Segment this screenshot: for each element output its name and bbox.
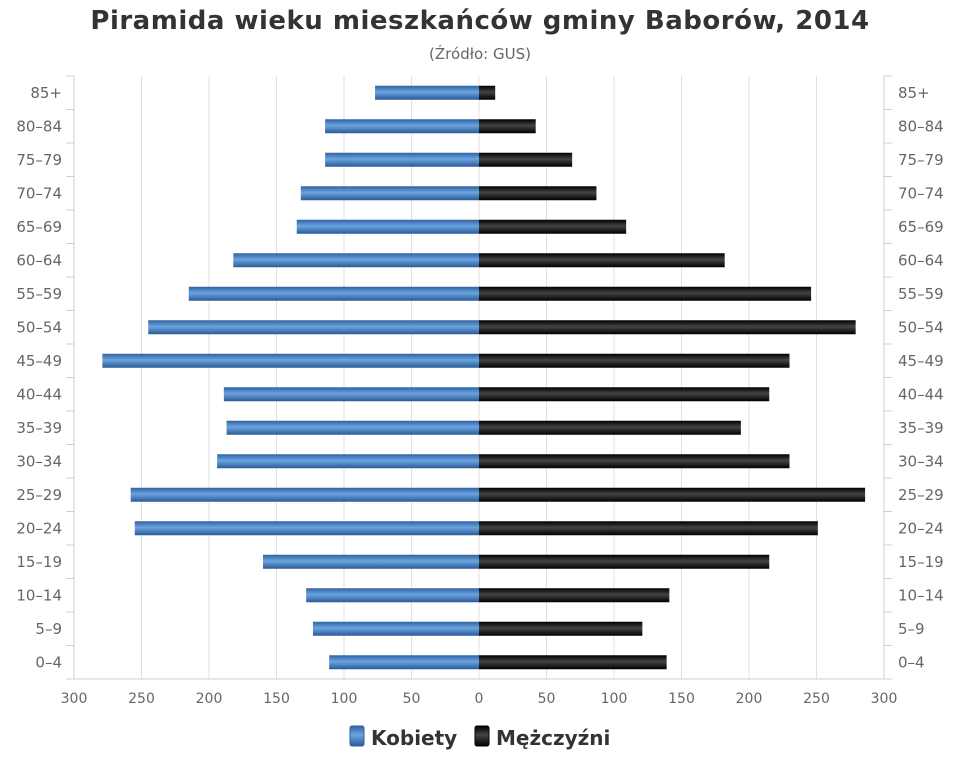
y-tick-label-right: 5–9 — [898, 620, 925, 638]
y-tick-label-right: 45–49 — [898, 352, 944, 370]
bar-kobiety-0–4 — [329, 655, 479, 670]
y-tick-label-right: 40–44 — [898, 385, 944, 403]
y-tick-label-right: 20–24 — [898, 519, 944, 537]
y-tick-label-left: 55–59 — [16, 285, 62, 303]
x-tick-label: 150 — [668, 691, 695, 707]
y-tick-label-right: 75–79 — [898, 151, 944, 169]
y-tick-label-right: 85+ — [898, 84, 930, 102]
legend-label-1: Mężczyźni — [496, 726, 610, 750]
y-tick-label-left: 40–44 — [16, 385, 62, 403]
x-tick-label: 100 — [601, 691, 628, 707]
y-tick-label-left: 85+ — [30, 84, 62, 102]
bar-mezczyzni-10–14 — [479, 588, 670, 603]
bar-mezczyzni-50–54 — [479, 320, 856, 335]
bar-mezczyzni-60–64 — [479, 253, 725, 268]
bar-kobiety-65–69 — [296, 219, 479, 234]
bar-mezczyzni-0–4 — [479, 655, 667, 670]
x-tick-label: 300 — [61, 691, 88, 707]
x-tick-label: 0 — [475, 691, 484, 707]
bar-kobiety-15–19 — [263, 554, 479, 569]
y-tick-label-left: 5–9 — [35, 620, 62, 638]
y-tick-label-right: 65–69 — [898, 218, 944, 236]
x-tick-label: 250 — [128, 691, 155, 707]
bar-kobiety-55–59 — [188, 286, 479, 301]
chart-title: Piramida wieku mieszkańców gminy Baborów… — [90, 6, 870, 36]
y-tick-label-left: 65–69 — [16, 218, 62, 236]
y-tick-label-left: 45–49 — [16, 352, 62, 370]
y-tick-label-right: 15–19 — [898, 553, 944, 571]
bar-mezczyzni-25–29 — [479, 487, 866, 502]
x-tick-label: 50 — [538, 691, 556, 707]
chart-subtitle: (Źródło: GUS) — [429, 45, 531, 63]
legend-label-0: Kobiety — [371, 726, 457, 750]
bar-kobiety-35–39 — [226, 420, 479, 435]
bar-kobiety-30–34 — [217, 454, 479, 469]
bar-kobiety-10–14 — [306, 588, 479, 603]
bar-kobiety-40–44 — [223, 387, 479, 402]
y-tick-label-right: 35–39 — [898, 419, 944, 437]
bar-mezczyzni-85+ — [479, 85, 496, 100]
bar-mezczyzni-5–9 — [479, 621, 643, 636]
y-tick-label-left: 25–29 — [16, 486, 62, 504]
x-tick-label: 150 — [263, 691, 290, 707]
bar-kobiety-80–84 — [325, 119, 479, 134]
y-tick-label-right: 10–14 — [898, 586, 944, 604]
y-tick-label-left: 80–84 — [16, 117, 62, 135]
y-tick-label-left: 35–39 — [16, 419, 62, 437]
y-tick-label-left: 30–34 — [16, 452, 62, 470]
y-tick-label-left: 60–64 — [16, 251, 62, 269]
x-tick-label: 300 — [871, 691, 898, 707]
y-tick-label-left: 20–24 — [16, 519, 62, 537]
bar-mezczyzni-15–19 — [479, 554, 770, 569]
y-tick-label-left: 50–54 — [16, 318, 62, 336]
bar-mezczyzni-40–44 — [479, 387, 770, 402]
bar-mezczyzni-65–69 — [479, 219, 627, 234]
y-tick-label-left: 75–79 — [16, 151, 62, 169]
y-tick-label-left: 15–19 — [16, 553, 62, 571]
bar-kobiety-75–79 — [325, 152, 479, 167]
legend-marker-1 — [474, 725, 490, 747]
bar-mezczyzni-45–49 — [479, 353, 790, 368]
bar-kobiety-50–54 — [148, 320, 479, 335]
y-tick-label-right: 0–4 — [898, 653, 925, 671]
x-tick-label: 250 — [803, 691, 830, 707]
bar-kobiety-45–49 — [102, 353, 479, 368]
y-tick-label-left: 70–74 — [16, 184, 62, 202]
legend-marker-0 — [349, 725, 365, 747]
bar-kobiety-25–29 — [130, 487, 479, 502]
bar-kobiety-85+ — [375, 85, 479, 100]
y-tick-label-left: 0–4 — [35, 653, 62, 671]
bar-kobiety-70–74 — [300, 186, 479, 201]
y-tick-label-left: 10–14 — [16, 586, 62, 604]
y-tick-label-right: 55–59 — [898, 285, 944, 303]
bar-kobiety-60–64 — [233, 253, 479, 268]
x-tick-label: 100 — [331, 691, 358, 707]
bar-mezczyzni-20–24 — [479, 521, 818, 536]
bar-mezczyzni-80–84 — [479, 119, 536, 134]
bar-kobiety-5–9 — [312, 621, 479, 636]
x-tick-label: 50 — [403, 691, 421, 707]
y-tick-label-right: 30–34 — [898, 452, 944, 470]
bar-mezczyzni-75–79 — [479, 152, 573, 167]
x-tick-label: 200 — [196, 691, 223, 707]
y-tick-label-right: 80–84 — [898, 117, 944, 135]
bar-mezczyzni-70–74 — [479, 186, 597, 201]
bar-mezczyzni-35–39 — [479, 420, 741, 435]
bar-mezczyzni-55–59 — [479, 286, 812, 301]
bar-mezczyzni-30–34 — [479, 454, 790, 469]
y-tick-label-right: 60–64 — [898, 251, 944, 269]
y-tick-label-right: 25–29 — [898, 486, 944, 504]
bar-kobiety-20–24 — [134, 521, 479, 536]
y-tick-label-right: 70–74 — [898, 184, 944, 202]
x-tick-label: 200 — [736, 691, 763, 707]
y-tick-label-right: 50–54 — [898, 318, 944, 336]
